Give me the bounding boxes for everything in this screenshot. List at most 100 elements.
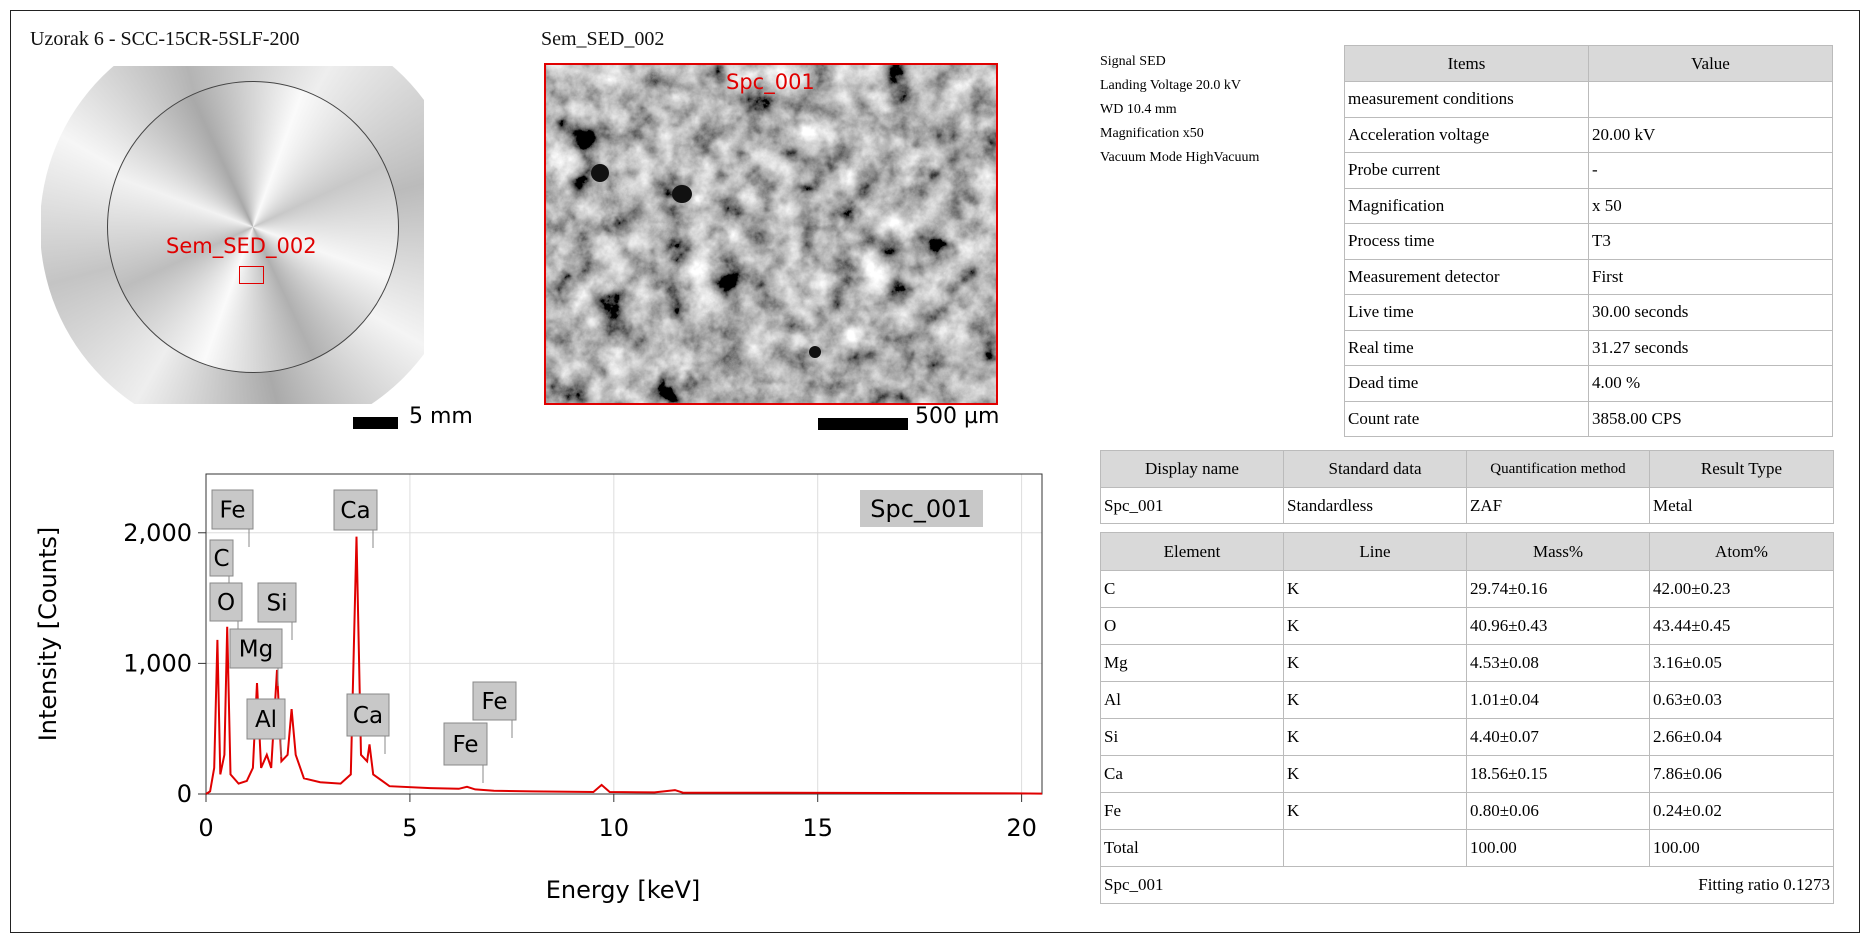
annotation-label: Mg xyxy=(239,637,273,663)
spectrum-line xyxy=(205,536,1043,795)
cell: K xyxy=(1283,644,1467,682)
row: Mg K 4.53±0.08 3.16±0.05 xyxy=(1100,644,1834,682)
row: O K 40.96±0.43 43.44±0.45 xyxy=(1100,607,1834,645)
results-table: Element Line Mass% Atom% C K 29.74±0.16 42.00±0… xyxy=(1100,532,1834,904)
header-row: Element Line Mass% Atom% xyxy=(1100,532,1834,571)
legend-label: Spc_001 xyxy=(870,495,971,523)
header-cell: Value xyxy=(1588,45,1833,82)
annotation-label: O xyxy=(217,590,235,616)
row: Magnification x 50 xyxy=(1344,187,1833,224)
row: Measurement detector First xyxy=(1344,258,1833,295)
header-cell: Result Type xyxy=(1649,450,1834,488)
annotation-label: Ca xyxy=(353,703,383,729)
header-cell: Items xyxy=(1344,45,1589,82)
cell: K xyxy=(1283,718,1467,756)
cell: Mg xyxy=(1100,644,1284,682)
cell: x 50 xyxy=(1588,187,1833,224)
cell: Probe current xyxy=(1344,152,1589,189)
cell: Magnification xyxy=(1344,187,1589,224)
cell: 0.63±0.03 xyxy=(1649,681,1834,719)
cell: K xyxy=(1283,681,1467,719)
annotation-box xyxy=(346,693,390,737)
condition-line: Signal SED xyxy=(1100,54,1166,69)
row: C K 29.74±0.16 42.00±0.23 xyxy=(1100,570,1834,608)
scale-bar xyxy=(818,418,908,430)
row: Live time 30.00 seconds xyxy=(1344,294,1833,331)
sem-title: Sem_SED_002 xyxy=(541,28,665,50)
y-tick-label: 2,000 xyxy=(123,519,192,547)
cell: K xyxy=(1283,792,1467,830)
header-cell: Standard data xyxy=(1283,450,1467,488)
footer-row: Spc_001 Fitting ratio 0.1273 xyxy=(1100,866,1834,904)
annotation-label: Si xyxy=(267,591,288,617)
cell: 100.00 xyxy=(1466,829,1650,867)
sem-image xyxy=(544,63,998,405)
annotation-label: Al xyxy=(255,707,277,733)
condition-line: Magnification x50 xyxy=(1100,126,1204,141)
annotation-label: C xyxy=(213,546,229,572)
annotation-box xyxy=(443,722,488,766)
header-cell: Element xyxy=(1100,532,1284,571)
cell: 4.40±0.07 xyxy=(1466,718,1650,756)
cell: Real time xyxy=(1344,329,1589,366)
cell: Measurement detector xyxy=(1344,258,1589,295)
cell xyxy=(1588,81,1833,118)
cell: - xyxy=(1588,152,1833,189)
cell: K xyxy=(1283,755,1467,793)
header-cell: Display name xyxy=(1100,450,1284,488)
annotation-label: Ca xyxy=(340,498,370,524)
cell: Ca xyxy=(1100,755,1284,793)
area-label: Sem_SED_002 xyxy=(166,234,317,258)
cell: Acceleration voltage xyxy=(1344,116,1589,153)
row: measurement conditions xyxy=(1344,81,1833,118)
x-tick-label: 10 xyxy=(599,814,630,842)
cell: 4.00 % xyxy=(1588,365,1833,402)
conditions-table: Items Value measurement conditions Accelera… xyxy=(1344,45,1833,437)
cell: Fe xyxy=(1100,792,1284,830)
overview-title: Uzorak 6 - SCC-15CR-5SLF-200 xyxy=(30,28,300,50)
area-marker xyxy=(239,266,264,284)
cell: Si xyxy=(1100,718,1284,756)
cell: 40.96±0.43 xyxy=(1466,607,1650,645)
cell xyxy=(1283,829,1467,867)
header-row: Display name Standard data Quantification … xyxy=(1100,450,1834,488)
cell: 4.53±0.08 xyxy=(1466,644,1650,682)
annotation-box xyxy=(229,628,283,669)
condition-line: Vacuum Mode HighVacuum xyxy=(1100,150,1260,165)
cell: O xyxy=(1100,607,1284,645)
cell: 0.80±0.06 xyxy=(1466,792,1650,830)
annotation-box xyxy=(246,698,286,740)
cell: C xyxy=(1100,570,1284,608)
cell: K xyxy=(1283,607,1467,645)
cell: 100.00 xyxy=(1649,829,1834,867)
annotation-label: Fe xyxy=(452,732,478,758)
header-cell: Line xyxy=(1283,532,1467,571)
annotation-box xyxy=(472,681,517,721)
footer-fitting: Fitting ratio 0.1273 xyxy=(1466,866,1834,904)
row: Real time 31.27 seconds xyxy=(1344,329,1833,366)
y-axis-title: Intensity [Counts] xyxy=(34,527,62,742)
cell: 31.27 seconds xyxy=(1588,329,1833,366)
y-tick-label: 1,000 xyxy=(123,649,192,677)
header-row: Items Value xyxy=(1344,45,1833,82)
annotation-box xyxy=(333,489,378,531)
cell: 7.86±0.06 xyxy=(1649,755,1834,793)
cell: Process time xyxy=(1344,223,1589,260)
scale-label: 5 mm xyxy=(409,404,473,429)
condition-line: WD 10.4 mm xyxy=(1100,102,1177,117)
row: Ca K 18.56±0.15 7.86±0.06 xyxy=(1100,755,1834,793)
annotation-label: Fe xyxy=(219,498,245,524)
spectrum-chart: 0 5 10 15 20 0 1,000 2,000 Energy [keV] Intensity… xyxy=(34,473,1043,904)
cell: ZAF xyxy=(1466,487,1650,524)
row: Si K 4.40±0.07 2.66±0.04 xyxy=(1100,718,1834,756)
cell: First xyxy=(1588,258,1833,295)
x-axis-title: Energy [keV] xyxy=(546,876,701,904)
annotation-box xyxy=(257,582,297,623)
cell: Live time xyxy=(1344,294,1589,331)
cell: 0.24±0.02 xyxy=(1649,792,1834,830)
cell: Standardless xyxy=(1283,487,1467,524)
header-cell: Quantification method xyxy=(1466,450,1650,488)
spectrum-marker: Spc_001 xyxy=(726,70,815,94)
legend-box xyxy=(860,490,983,527)
